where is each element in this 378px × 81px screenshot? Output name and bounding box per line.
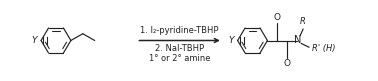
Text: 1. I₂-pyridine-TBHP: 1. I₂-pyridine-TBHP	[140, 26, 219, 35]
Text: Y: Y	[32, 36, 37, 45]
Text: O: O	[284, 59, 291, 68]
Text: Y: Y	[228, 36, 234, 45]
Text: R' (H): R' (H)	[312, 44, 336, 53]
Text: R: R	[300, 17, 306, 26]
Text: 1° or 2° amine: 1° or 2° amine	[149, 54, 211, 63]
Text: N: N	[293, 35, 301, 46]
Text: O: O	[274, 13, 281, 22]
Text: 2. NaI-TBHP: 2. NaI-TBHP	[155, 44, 204, 53]
